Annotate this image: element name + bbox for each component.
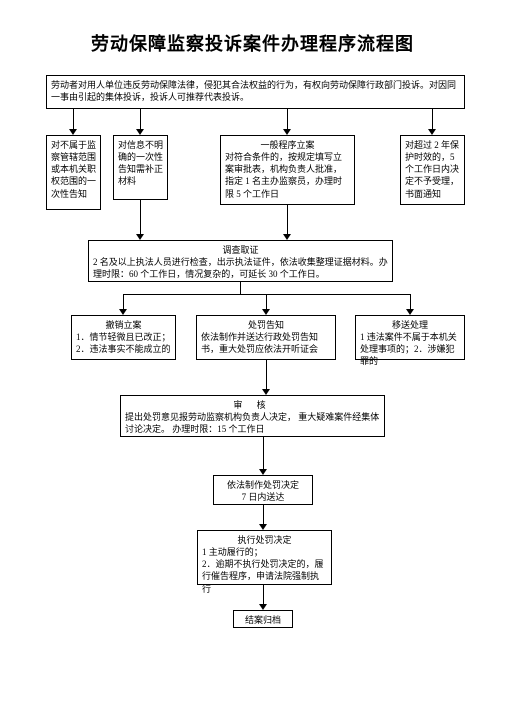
- arrow-icon: [136, 234, 144, 240]
- node-transfer-title: 移送处理: [360, 319, 460, 331]
- arrow-icon: [283, 234, 291, 240]
- edge: [140, 200, 141, 234]
- node-incomplete-info: 对信息不明确的一次性告知需补正材料: [113, 135, 168, 200]
- node-transfer: 移送处理 1 违法案件不属于本机关处理事项的；2．涉嫌犯罪的: [355, 315, 465, 360]
- arrow-icon: [69, 129, 77, 135]
- arrow-icon: [119, 309, 127, 315]
- arrow-icon: [136, 129, 144, 135]
- node-cancel: 撤销立案 1．情节轻微且已改正； 2．违法事实不能成立的: [71, 315, 176, 360]
- arrow-icon: [428, 129, 436, 135]
- node-penalty-notice: 处罚告知 依法制作并送达行政处罚告知书，重大处罚应依法开听证会: [196, 315, 336, 360]
- edge: [263, 585, 264, 604]
- edge: [73, 109, 74, 129]
- edge: [123, 294, 124, 309]
- node-review-body: 提出处罚意见报劳动监察机构负责人决定， 重大疑难案件经集体讨论决定。 办理时限：…: [125, 411, 380, 435]
- node-cancel-body: 1．情节轻微且已改正； 2．违法事实不能成立的: [76, 331, 171, 355]
- arrow-icon: [259, 469, 267, 475]
- node-complaint: 劳动者对用人单位违反劳动保障法律，侵犯其合法权益的行为，有权向劳动保障行政部门投…: [46, 75, 465, 109]
- edge: [266, 360, 267, 389]
- node-execution: 执行处罚决定 1 主动履行的； 2．逾期不执行处罚决定的，履行催告程序，申请法院…: [197, 530, 332, 585]
- edge: [240, 282, 241, 294]
- node-transfer-body: 1 违法案件不属于本机关处理事项的；2．涉嫌犯罪的: [360, 331, 460, 367]
- edge: [140, 109, 141, 129]
- arrow-icon: [262, 309, 270, 315]
- chart-title: 劳动保障监察投诉案件办理程序流程图: [0, 30, 505, 56]
- node-review: 审 核 提出处罚意见报劳动监察机构负责人决定， 重大疑难案件经集体讨论决定。 办…: [120, 395, 385, 437]
- arrow-icon: [259, 524, 267, 530]
- node-exec-title: 执行处罚决定: [202, 534, 327, 546]
- edge: [263, 505, 264, 524]
- node-timeout: 对超过 2 年保护时效的，5 个工作日内决定不予受理，书面通知: [400, 135, 465, 205]
- edge: [432, 109, 433, 129]
- node-investigation-body: 2 名及以上执法人员进行检查，出示执法证件，依法收集整理证据材料。办理时限：60…: [93, 256, 388, 280]
- node-filing: 一般程序立案 对符合条件的，按规定填写立案审批表，机构负责人批准，指定 1 名主…: [220, 135, 355, 205]
- edge: [287, 109, 288, 129]
- node-investigation: 调查取证 2 名及以上执法人员进行检查，出示执法证件，依法收集整理证据材料。办理…: [88, 240, 393, 282]
- node-cancel-title: 撤销立案: [76, 319, 171, 331]
- edge: [410, 294, 411, 309]
- node-filing-title: 一般程序立案: [225, 139, 350, 151]
- node-close: 结案归档: [233, 610, 293, 628]
- node-review-title: 审 核: [125, 399, 380, 411]
- node-decision: 依法制作处罚决定 7 日内送达: [213, 475, 313, 505]
- node-filing-body: 对符合条件的，按规定填写立案审批表，机构负责人批准，指定 1 名主办监察员，办理…: [225, 151, 350, 200]
- node-investigation-title: 调查取证: [93, 244, 388, 256]
- node-out-of-scope: 对不属于监察管辖范围或本机关职权范围的一次性告知: [46, 135, 101, 210]
- node-penalty-title: 处罚告知: [201, 319, 331, 331]
- edge: [263, 437, 264, 469]
- arrow-icon: [283, 129, 291, 135]
- node-exec-body: 1 主动履行的； 2．逾期不执行处罚决定的，履行催告程序，申请法院强制执行: [202, 546, 327, 595]
- arrow-icon: [406, 309, 414, 315]
- arrow-icon: [262, 389, 270, 395]
- arrow-icon: [259, 604, 267, 610]
- edge: [287, 205, 288, 234]
- node-penalty-body: 依法制作并送达行政处罚告知书，重大处罚应依法开听证会: [201, 331, 331, 355]
- edge: [266, 294, 267, 309]
- flowchart-page: 劳动保障监察投诉案件办理程序流程图 劳动者对用人单位违反劳动保障法律，侵犯其合法…: [0, 0, 505, 714]
